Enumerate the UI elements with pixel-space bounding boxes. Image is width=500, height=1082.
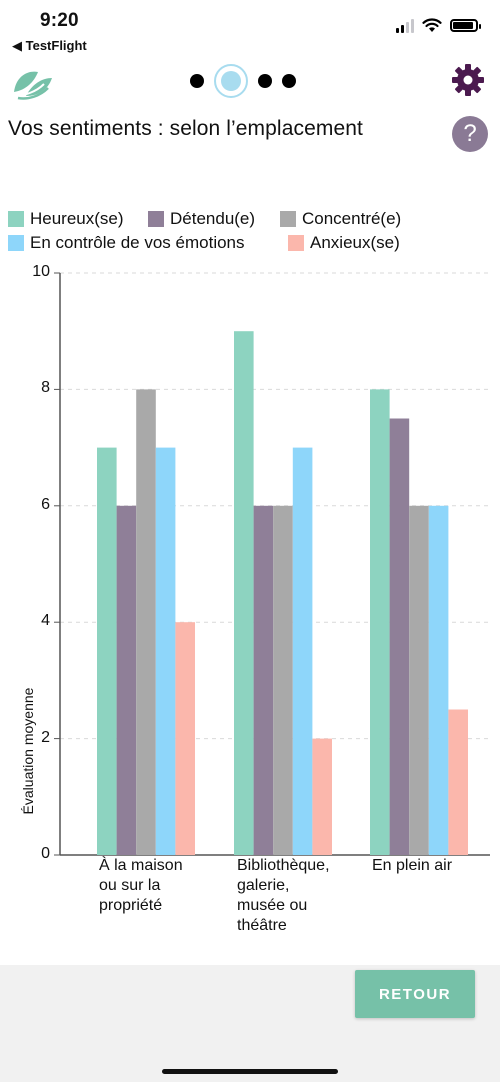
bar [97, 447, 117, 855]
legend-item: Anxieux(se) [288, 233, 400, 253]
legend-swatch [148, 211, 164, 227]
page-dot[interactable] [282, 74, 296, 88]
bar [292, 447, 313, 855]
app-header [0, 58, 500, 106]
bar [234, 331, 254, 855]
legend-item: Détendu(e) [148, 209, 255, 229]
legend-label: Concentré(e) [302, 209, 402, 228]
legend-item: Heureux(se) [8, 209, 124, 229]
battery-icon [450, 19, 481, 32]
y-tick-label: 4 [41, 612, 50, 630]
y-tick-label: 0 [41, 845, 50, 862]
page-dot[interactable] [190, 74, 204, 88]
back-to-testflight-link[interactable]: ◀ TestFlight [12, 38, 87, 53]
help-button[interactable]: ? [452, 116, 488, 152]
legend-item: En contrôle de vos émotions [8, 233, 245, 253]
x-category-label-line: galerie, [237, 877, 290, 894]
x-category-label: À la maison ou sur la propriété [99, 856, 229, 916]
feelings-by-location-chart: Heureux(se) Détendu(e) Concentré(e) En cont… [0, 195, 500, 955]
legend-label: Anxieux(se) [310, 233, 400, 252]
status-time: 9:20 [40, 10, 79, 31]
retour-button[interactable]: RETOUR [355, 970, 475, 1018]
bar [389, 418, 410, 855]
leaf-logo-icon [13, 71, 52, 100]
bar [448, 709, 468, 855]
x-category-label-line: Bibliothèque, [237, 857, 330, 874]
bar [253, 505, 274, 855]
legend-label: Heureux(se) [30, 209, 124, 228]
x-category-label: En plein air [372, 856, 500, 876]
legend-label: En contrôle de vos émotions [30, 233, 245, 252]
bar [136, 389, 156, 855]
legend-label: Détendu(e) [170, 209, 256, 228]
y-tick-label: 2 [41, 728, 50, 746]
legend-swatch [288, 235, 304, 251]
cellular-signal-icon [396, 18, 414, 33]
bar [370, 389, 390, 855]
page-dot[interactable] [258, 74, 272, 88]
x-category-label-line: En plein air [372, 857, 453, 874]
x-category-label-line: propriété [99, 897, 163, 914]
page-indicator [190, 64, 296, 98]
chart-svg [54, 272, 490, 856]
y-axis-label: Évaluation moyenne [20, 687, 36, 815]
x-category-label-line: À la maison [99, 857, 183, 874]
y-tick-label: 8 [41, 379, 50, 397]
y-tick-label: 10 [32, 263, 50, 280]
page-dot-active[interactable] [214, 64, 248, 98]
legend-swatch [8, 235, 24, 251]
wifi-icon [422, 18, 442, 32]
status-bar: 9:20 ◀ TestFlight [0, 0, 500, 56]
bar [312, 738, 332, 855]
bar [175, 622, 195, 855]
y-tick-label: 6 [41, 495, 50, 513]
x-category-label-line: ou sur la [99, 877, 161, 894]
bar [116, 505, 137, 855]
bar [428, 505, 449, 855]
footer: RETOUR [0, 965, 500, 1082]
status-icons [396, 18, 481, 33]
bar [155, 447, 176, 855]
legend-swatch [8, 211, 24, 227]
x-category-label-line: théâtre [237, 917, 287, 934]
x-category-label-line: musée ou [237, 897, 308, 914]
legend-item: Concentré(e) [280, 209, 401, 229]
home-indicator [162, 1069, 338, 1074]
bar [273, 505, 293, 855]
page-title: Vos sentiments : selon l’emplacement [8, 117, 363, 140]
gear-icon[interactable] [450, 62, 486, 98]
x-category-label: Bibliothèque, galerie, musée ou théâtre [237, 856, 367, 936]
bar [409, 505, 429, 855]
legend-swatch [280, 211, 296, 227]
